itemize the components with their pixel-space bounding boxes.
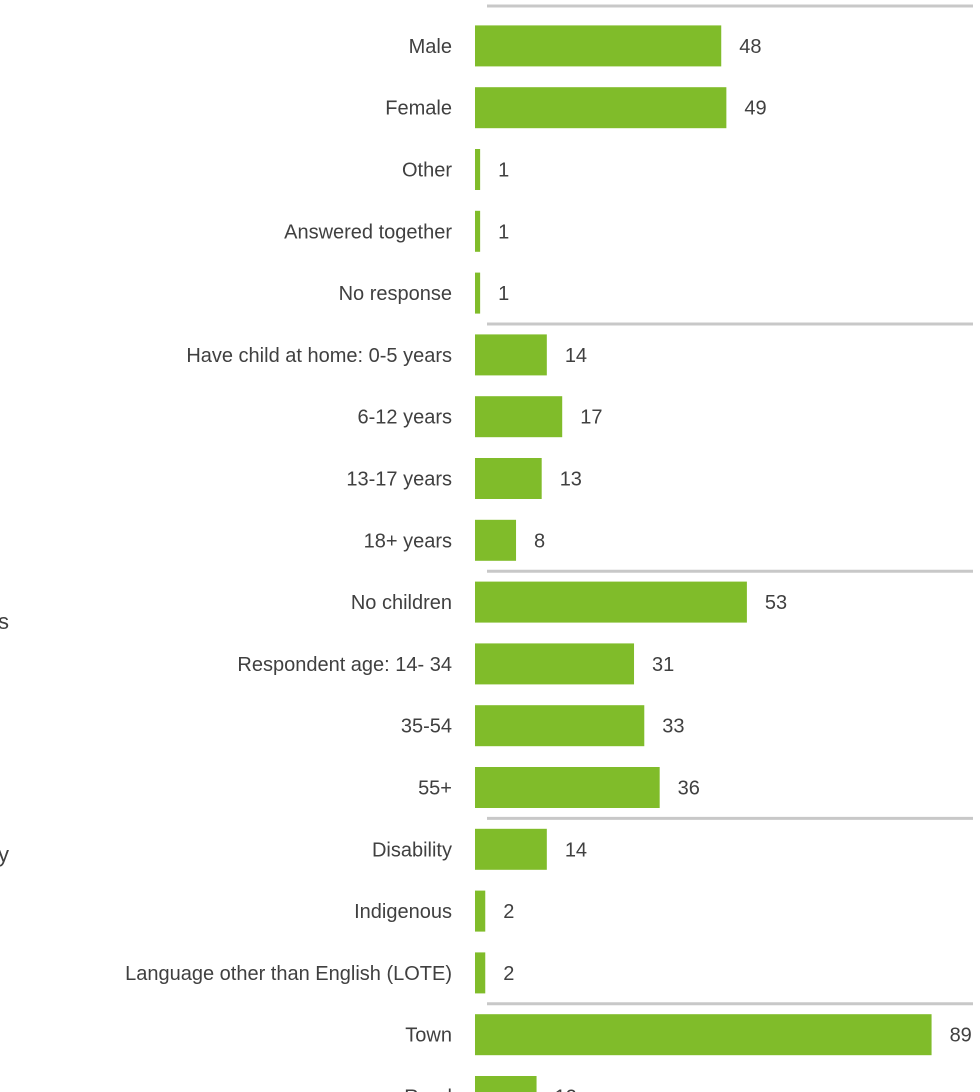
value-label: 49 (744, 98, 766, 120)
bar (475, 210, 481, 252)
value-label: 13 (560, 469, 582, 491)
category-label: Male (409, 36, 452, 58)
group-separators (487, 4, 973, 1006)
category-label: 18+ years (364, 530, 452, 552)
category-label: No children (351, 592, 452, 614)
category-label: Rural (404, 1087, 452, 1092)
bar (475, 272, 481, 314)
bar (475, 890, 486, 932)
value-label: 31 (652, 654, 674, 676)
category-label: Respondent age: 14- 34 (237, 654, 452, 676)
category-label: Answered together (284, 221, 452, 243)
bar (475, 396, 563, 438)
value-label: 14 (565, 345, 587, 367)
value-label: 89 (950, 1025, 972, 1047)
clipped-left-text: s y (0, 609, 9, 867)
category-label: Town (405, 1025, 452, 1047)
bar (475, 767, 660, 808)
category-label: Disability (372, 839, 452, 861)
bar (475, 581, 747, 623)
category-label: Other (402, 160, 452, 182)
category-label: 13-17 years (346, 469, 452, 491)
value-label: 53 (765, 592, 787, 614)
bar (475, 1014, 932, 1056)
value-label: 1 (498, 160, 509, 182)
bar (475, 458, 542, 499)
value-label: 33 (662, 716, 684, 738)
category-label: 6-12 years (358, 407, 453, 429)
value-label: 36 (678, 778, 700, 800)
category-label: 35-54 (401, 716, 452, 738)
value-label: 1 (498, 283, 509, 305)
category-label: Indigenous (354, 901, 452, 923)
category-label: Female (385, 98, 452, 120)
category-label: Language other than English (LOTE) (125, 963, 452, 985)
value-label: 14 (565, 839, 587, 861)
bars (475, 25, 932, 1092)
category-label: 55+ (418, 778, 452, 800)
value-label: 48 (739, 36, 761, 58)
category-label: No response (339, 283, 452, 305)
clipped-text-fragment: y (0, 842, 9, 867)
category-labels: Male Female Other Answered together No respo… (125, 36, 452, 1092)
value-label: 17 (580, 407, 602, 429)
bar (475, 519, 517, 561)
clipped-text-fragment: s (0, 609, 9, 634)
value-label: 2 (503, 901, 514, 923)
value-label: 12 (555, 1087, 577, 1092)
value-label: 8 (534, 530, 545, 552)
bar (475, 643, 635, 685)
value-label: 1 (498, 221, 509, 243)
bar (475, 25, 722, 67)
bar (475, 149, 481, 190)
value-label: 2 (503, 963, 514, 985)
bar (475, 334, 547, 376)
value-labels: 484911114171385331333614228912 (498, 36, 972, 1092)
bar (475, 828, 547, 870)
bar (475, 87, 727, 129)
bar (475, 1076, 537, 1092)
bar (475, 952, 486, 994)
category-label: Have child at home: 0-5 years (186, 345, 452, 367)
bar (475, 705, 645, 747)
